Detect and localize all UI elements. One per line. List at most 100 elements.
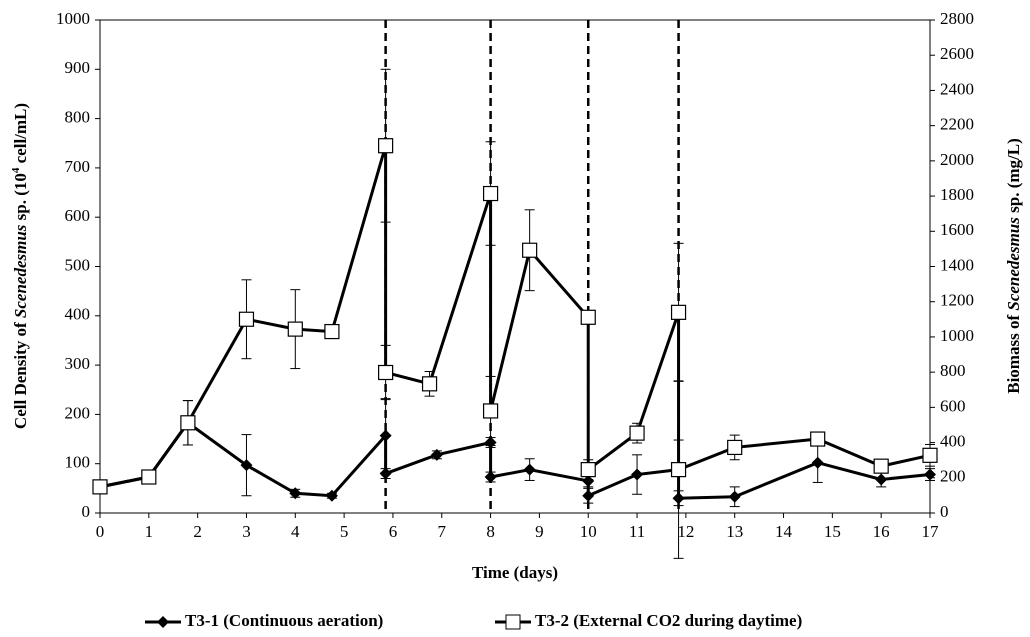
marker xyxy=(378,138,394,154)
label-part: Scenedesmus xyxy=(11,224,30,318)
y-tick-label: 400 xyxy=(65,305,91,324)
y-tick-label: 100 xyxy=(65,453,91,472)
y-tick-label: 0 xyxy=(82,502,91,521)
y2-tick-label: 0 xyxy=(940,502,949,521)
x-tick-label: 3 xyxy=(242,522,251,541)
x-tick-label: 13 xyxy=(726,522,743,541)
label-part: Biomass of xyxy=(1004,311,1023,394)
marker xyxy=(580,462,596,478)
marker xyxy=(92,479,108,495)
y-axis-label: Cell Density of Scenedesmus sp. (104 cel… xyxy=(10,103,30,429)
marker xyxy=(631,468,644,481)
marker xyxy=(324,323,340,340)
x-tick-label: 2 xyxy=(193,522,202,541)
y2-tick-label: 2200 xyxy=(940,115,974,134)
y-tick-label: 700 xyxy=(65,157,91,176)
x-tick-label: 12 xyxy=(677,522,694,541)
y2-tick-label: 1800 xyxy=(940,185,974,204)
marker xyxy=(672,492,685,505)
series-line xyxy=(99,145,931,489)
x-tick-label: 15 xyxy=(824,522,841,541)
label-part: sp. (mg/L) xyxy=(1004,138,1023,217)
marker xyxy=(873,458,889,474)
y2-tick-label: 1600 xyxy=(940,220,974,239)
label-part: Scenedesmus xyxy=(1004,217,1023,311)
y-tick-label: 1000 xyxy=(56,9,90,28)
marker xyxy=(289,487,302,500)
marker xyxy=(924,468,936,481)
y2-tick-label: 800 xyxy=(940,361,966,380)
marker xyxy=(580,309,596,325)
marker xyxy=(238,311,255,327)
y-tick-label: 500 xyxy=(65,255,91,274)
x-tick-label: 6 xyxy=(389,522,398,541)
marker xyxy=(523,463,536,476)
label-part: sp. (10 xyxy=(11,173,30,224)
marker xyxy=(522,242,538,258)
x-tick-label: 17 xyxy=(922,522,940,541)
x-tick-label: 10 xyxy=(580,522,597,541)
marker xyxy=(670,462,687,478)
marker xyxy=(582,489,595,502)
marker xyxy=(180,415,196,431)
marker xyxy=(582,474,595,487)
y2-tick-label: 2000 xyxy=(940,150,974,169)
y2-tick-label: 1000 xyxy=(940,326,974,345)
y2-tick-label: 1200 xyxy=(940,291,974,310)
y-tick-label: 200 xyxy=(65,403,91,422)
marker xyxy=(378,364,394,381)
x-tick-label: 8 xyxy=(486,522,495,541)
y2-tick-label: 2600 xyxy=(940,44,974,63)
x-tick-label: 5 xyxy=(340,522,349,541)
legend-marker xyxy=(157,616,169,628)
marker xyxy=(810,431,826,447)
marker xyxy=(379,429,392,442)
marker xyxy=(379,467,392,480)
y2-tick-label: 1400 xyxy=(940,255,974,274)
marker xyxy=(484,436,497,449)
marker xyxy=(922,447,938,463)
y-tick-label: 800 xyxy=(65,108,91,127)
label-part: 4 xyxy=(10,167,22,173)
y-tick-label: 600 xyxy=(65,206,91,225)
legend-label: T3-1 (Continuous aeration) xyxy=(185,611,383,630)
label-part: cell/mL) xyxy=(11,103,30,168)
marker xyxy=(629,425,645,441)
x-tick-label: 4 xyxy=(291,522,300,541)
marker xyxy=(875,473,888,486)
x-tick-label: 0 xyxy=(96,522,105,541)
legend-marker xyxy=(505,614,521,630)
marker xyxy=(727,439,743,456)
marker xyxy=(484,471,497,484)
marker xyxy=(482,403,499,419)
x-tick-label: 11 xyxy=(629,522,645,541)
marker xyxy=(325,489,338,502)
marker xyxy=(811,456,824,469)
y2-tick-label: 2800 xyxy=(940,9,974,28)
marker xyxy=(430,448,443,461)
y2-tick-label: 600 xyxy=(940,396,966,415)
x-tick-label: 16 xyxy=(873,522,890,541)
marker xyxy=(141,469,157,485)
x-tick-label: 9 xyxy=(535,522,544,541)
y2-tick-label: 2400 xyxy=(940,79,974,98)
legend-label: T3-2 (External CO2 during daytime) xyxy=(535,611,802,630)
y-tick-label: 300 xyxy=(65,354,91,373)
marker xyxy=(728,490,741,503)
x-tick-label: 14 xyxy=(775,522,793,541)
y-tick-label: 900 xyxy=(65,58,91,77)
series-line xyxy=(99,420,931,500)
marker xyxy=(670,304,687,320)
y2-tick-label: 400 xyxy=(940,431,966,450)
x-tick-label: 7 xyxy=(438,522,447,541)
y2-axis-label: Biomass of Scenedesmus sp. (mg/L) xyxy=(1004,138,1023,394)
marker xyxy=(421,376,438,392)
marker xyxy=(240,459,253,472)
marker xyxy=(482,185,499,202)
marker xyxy=(287,321,303,337)
x-axis-label: Time (days) xyxy=(472,563,558,582)
y2-tick-label: 200 xyxy=(940,467,966,486)
label-part: Cell Density of xyxy=(11,318,30,429)
x-tick-label: 1 xyxy=(145,522,154,541)
